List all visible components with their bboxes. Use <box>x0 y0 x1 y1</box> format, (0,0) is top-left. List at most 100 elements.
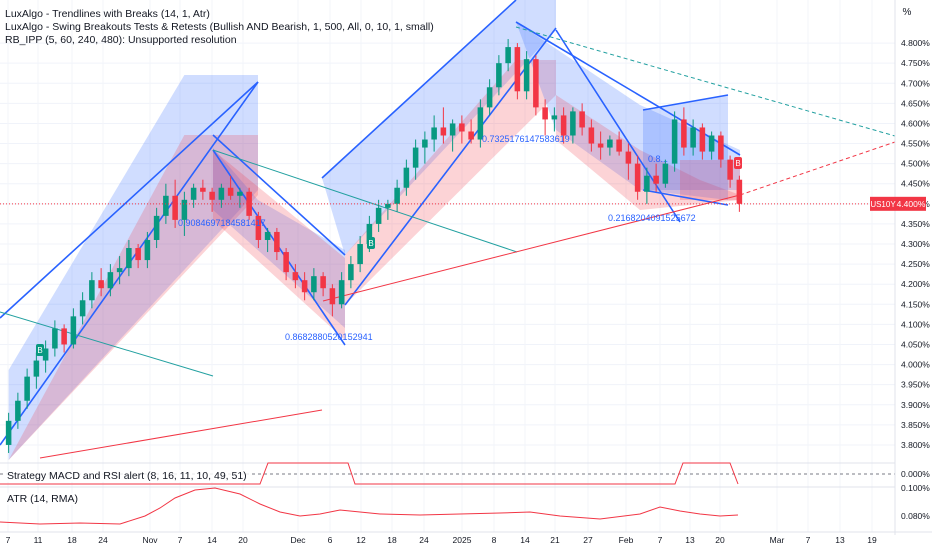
candle-body <box>237 191 243 196</box>
time-tick-label: 24 <box>98 535 108 545</box>
signal-badge-text: B <box>37 346 42 355</box>
candle-body <box>607 139 613 148</box>
time-axis[interactable]: 7 11 18 24 Nov 7 14 20 Dec 6 12 18 24 2025 8 14 21 27 Feb 7… <box>0 531 932 545</box>
channel-border <box>642 94 729 111</box>
candle-body <box>412 147 419 168</box>
candle-body <box>227 187 234 196</box>
time-tick-label: Dec <box>290 535 306 545</box>
candle-body <box>579 111 585 128</box>
candle-body <box>52 328 58 349</box>
candlestick-series <box>5 39 743 453</box>
candle-body <box>431 127 437 140</box>
channel-border <box>555 29 681 223</box>
candle-body <box>440 127 447 136</box>
candle-body <box>662 163 669 184</box>
candle-body <box>523 59 530 92</box>
time-tick-label: 21 <box>550 535 560 545</box>
candle-body <box>320 276 326 289</box>
atr-line <box>0 487 739 525</box>
time-tick-label: 7 <box>658 535 663 545</box>
candle-body <box>727 159 733 180</box>
candle-body <box>70 316 77 345</box>
candle-body <box>588 127 595 144</box>
candle-body <box>218 187 225 200</box>
macd-pane-label[interactable]: Strategy MACD and RSI alert (8, 16, 11, … <box>5 470 249 482</box>
time-tick-label: 18 <box>387 535 397 545</box>
candle-body <box>135 248 141 261</box>
time-tick-label: 13 <box>835 535 845 545</box>
legend-trendlines[interactable]: LuxAlgo - Trendlines with Breaks (14, 1,… <box>5 8 210 20</box>
trendlines <box>0 26 896 459</box>
trendline <box>322 194 741 302</box>
candle-body <box>190 187 197 200</box>
time-tick-label: 11 <box>34 535 43 545</box>
trendline <box>515 26 896 137</box>
time-tick-label: 2025 <box>453 535 472 545</box>
atr-pane <box>0 486 895 525</box>
candle-body <box>144 239 151 261</box>
price-tick-label: 4.700% <box>901 78 930 88</box>
atr-tick-label: 0.100% <box>901 483 930 493</box>
candle-body <box>514 47 521 92</box>
unit-toggle[interactable]: % <box>902 7 912 18</box>
channel-fill-bull <box>8 75 258 460</box>
trendline <box>739 141 896 196</box>
legend-swing-breakouts[interactable]: LuxAlgo - Swing Breakouts Tests & Retest… <box>5 21 434 33</box>
price-axis[interactable]: 4.800% 4.750% 4.700% 4.650% 4.600% 4.550% 4.50… <box>870 0 930 535</box>
price-tag <box>896 196 926 211</box>
price-tick-label: 4.050% <box>901 339 930 349</box>
time-tick-label: 24 <box>419 535 429 545</box>
macd-pane <box>0 462 895 485</box>
candle-body <box>301 280 308 293</box>
candle-body <box>153 215 160 240</box>
candle-body <box>366 223 373 245</box>
price-tick-label: 4.800% <box>901 38 930 48</box>
signal-badge-text: B <box>368 239 373 248</box>
channel-fill-bear <box>345 60 556 305</box>
time-tick-label: 6 <box>328 535 333 545</box>
candle-body <box>718 135 724 160</box>
time-tick-label: 14 <box>520 535 530 545</box>
candle-body <box>200 187 206 192</box>
price-tick-label: 4.350% <box>901 219 930 229</box>
candle-body <box>616 139 622 152</box>
signal-badge <box>367 237 375 249</box>
channel-border <box>642 189 729 206</box>
candle-body <box>597 143 604 148</box>
candle-body <box>163 195 169 216</box>
candle-body <box>33 360 40 377</box>
trendline <box>39 409 323 459</box>
candle-body <box>736 179 743 204</box>
candle-body <box>477 107 484 140</box>
candle-body <box>107 272 114 289</box>
time-tick-label: 7 <box>178 535 183 545</box>
price-tick-label: 4.000% <box>901 360 930 370</box>
price-tick-label: 4.150% <box>901 299 930 309</box>
time-tick-label: Nov <box>142 535 158 545</box>
grid-lines <box>0 0 895 532</box>
candle-body <box>283 252 289 273</box>
time-tick-label: 20 <box>715 535 725 545</box>
price-tick-label: 3.850% <box>901 420 930 430</box>
price-tag-text: 4.400% <box>897 199 926 209</box>
signal-markers: B B B <box>0 157 895 356</box>
channel-label: 0.7325176147583619 <box>482 134 570 144</box>
candle-body <box>385 203 391 208</box>
macd-line <box>0 462 739 485</box>
candle-body <box>209 191 215 200</box>
candle-body <box>459 123 465 132</box>
price-tick-label: 4.550% <box>901 139 930 149</box>
channel-border <box>212 134 346 256</box>
channel-fill-bear <box>680 160 740 200</box>
channel-border <box>321 0 517 179</box>
time-tick-label: 7 <box>806 535 811 545</box>
candle-body <box>5 420 12 445</box>
candle-body <box>542 107 548 120</box>
candle-body <box>264 231 271 240</box>
candle-body <box>375 207 382 224</box>
atr-pane-label[interactable]: ATR (14, RMA) <box>5 493 80 505</box>
candle-body <box>116 268 123 273</box>
legend-rb-ipp[interactable]: RB_IPP (5, 60, 240, 480): Unsupported re… <box>5 34 237 46</box>
price-tick-label: 4.500% <box>901 159 930 169</box>
